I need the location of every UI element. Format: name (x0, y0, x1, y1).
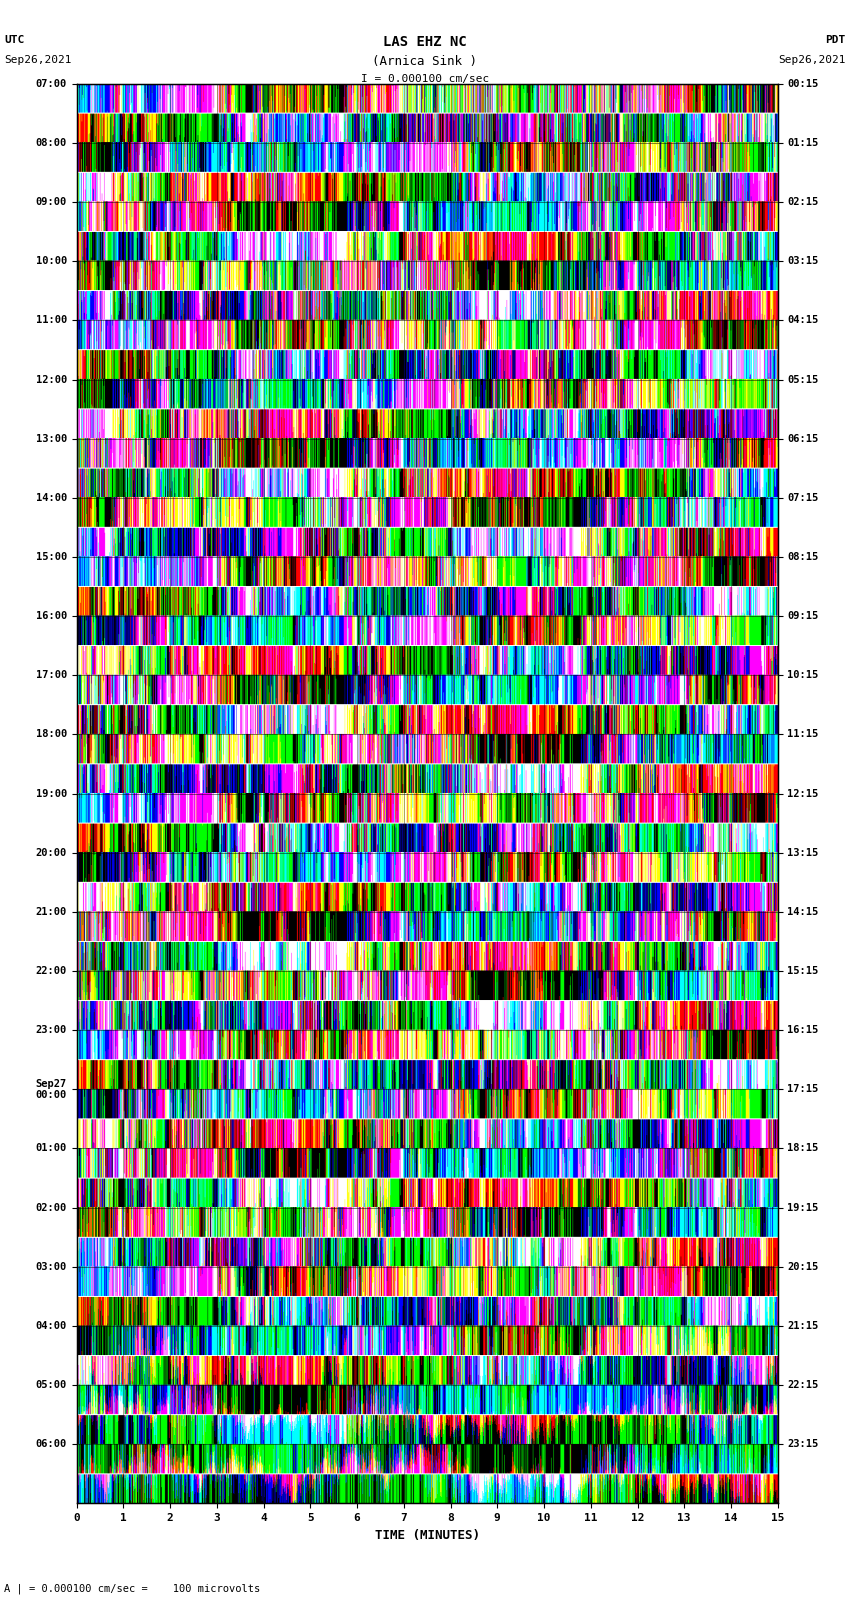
Text: UTC: UTC (4, 35, 25, 45)
X-axis label: TIME (MINUTES): TIME (MINUTES) (375, 1529, 479, 1542)
Text: A | = 0.000100 cm/sec =    100 microvolts: A | = 0.000100 cm/sec = 100 microvolts (4, 1582, 260, 1594)
Text: Sep26,2021: Sep26,2021 (779, 55, 846, 65)
Text: (Arnica Sink ): (Arnica Sink ) (372, 55, 478, 68)
Text: Sep26,2021: Sep26,2021 (4, 55, 71, 65)
Text: LAS EHZ NC: LAS EHZ NC (383, 35, 467, 50)
Text: PDT: PDT (825, 35, 846, 45)
Text: I = 0.000100 cm/sec: I = 0.000100 cm/sec (361, 74, 489, 84)
